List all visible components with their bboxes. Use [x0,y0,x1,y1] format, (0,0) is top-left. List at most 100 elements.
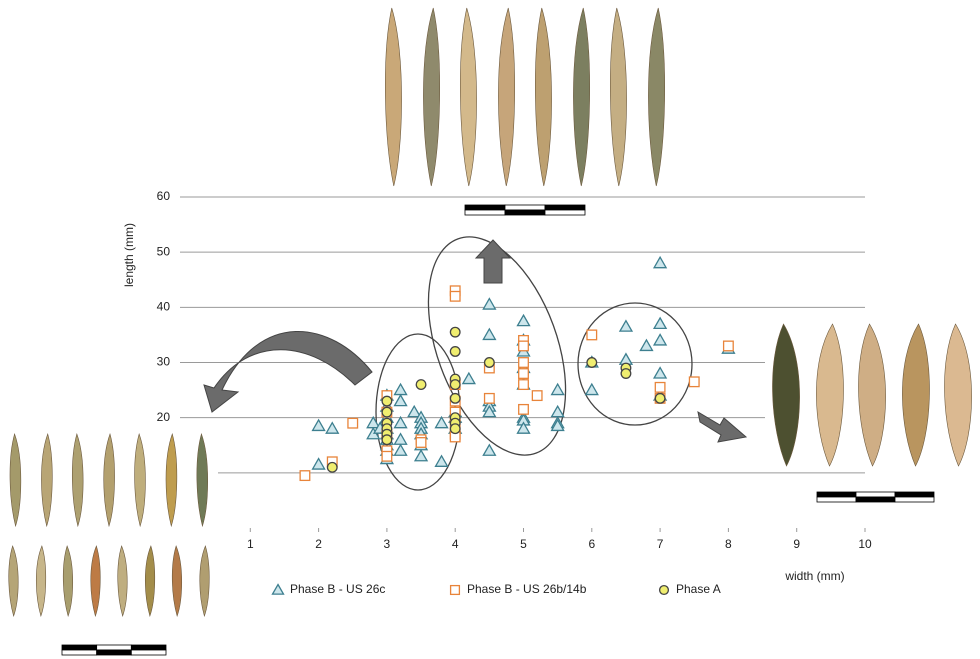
triangle-marker [395,395,407,406]
x-tick-label: 2 [315,537,322,551]
triangle-marker [483,445,495,456]
scale-bar [62,650,97,655]
x-tick-label: 5 [520,537,527,551]
arrow [476,240,510,283]
x-axis-label: width (mm) [784,569,844,583]
triangle-marker [518,315,530,326]
square-marker [519,341,529,351]
square-marker [416,438,426,448]
circle-marker [660,586,669,595]
triangle-marker [654,318,666,329]
y-tick-label: 30 [157,355,171,369]
x-tick-label: 10 [858,537,872,551]
triangle-marker [654,257,666,268]
triangle-marker [313,420,325,431]
arrow [204,331,372,412]
x-tick-label: 7 [657,537,664,551]
triangle-marker [654,334,666,345]
triangle-marker [640,340,652,351]
x-tick-label: 4 [452,537,459,551]
x-tick-label: 3 [384,537,391,551]
circle-marker [382,407,392,417]
triangle-marker [620,321,632,332]
circle-marker [450,327,460,337]
scale-bar [62,645,97,650]
square-marker [532,391,542,401]
triangle-marker [552,384,564,395]
scale-bar [817,492,856,497]
square-marker [300,471,310,481]
x-tick-label: 1 [247,537,254,551]
circle-marker [382,396,392,406]
circle-marker [450,347,460,357]
y-tick-label: 50 [157,244,171,258]
triangle-marker [436,417,448,428]
circle-marker [587,358,597,368]
square-marker [519,380,529,390]
scale-bar [856,492,895,497]
scale-bar [465,210,505,215]
triangle-marker [273,585,284,595]
triangle-marker [415,450,427,461]
square-marker [689,377,699,387]
circle-marker [382,435,392,445]
square-marker [519,369,529,379]
triangle-marker [395,445,407,456]
scale-bar [97,650,132,655]
scale-bar [895,497,934,502]
circle-marker [485,358,495,368]
scale-bar [97,645,132,650]
triangle-marker [326,423,338,434]
scale-bar [505,210,545,215]
triangle-marker [483,299,495,310]
circle-marker [655,394,665,404]
scale-bar [131,650,166,655]
scale-bar [545,205,585,210]
square-marker [450,292,460,302]
triangle-marker [586,384,598,395]
circle-marker [450,424,460,434]
circle-marker [621,369,631,379]
square-marker [382,451,392,461]
scale-bar [895,492,934,497]
square-marker [587,330,597,340]
triangle-marker [436,456,448,467]
legend-label: Phase A [676,582,721,596]
y-tick-label: 20 [157,410,171,424]
y-axis-label: length (mm) [122,223,136,287]
triangle-marker [395,384,407,395]
scale-bar [817,497,856,502]
chart: 10203040506012345678910 length (mm) widt… [0,0,980,659]
photo-background [0,542,218,620]
photo-background [375,4,675,190]
legend-label: Phase B - US 26c [290,582,385,596]
scale-bar [505,205,545,210]
circle-marker [416,380,426,390]
x-tick-label: 9 [793,537,800,551]
triangle-marker [483,329,495,340]
square-marker [519,358,529,368]
arrow [698,412,746,442]
plot-area: 10203040506012345678910 [157,189,872,551]
triangle-marker [552,406,564,417]
legend-label: Phase B - US 26b/14b [467,582,587,596]
triangle-marker [395,434,407,445]
circle-marker [450,380,460,390]
square-marker [655,383,665,393]
scale-bar [856,497,895,502]
triangle-marker [463,373,475,384]
scale-bar [545,210,585,215]
circle-marker [327,463,337,473]
square-marker [451,586,460,595]
scale-bar [131,645,166,650]
square-marker [724,341,734,351]
square-marker [485,394,495,404]
y-tick-label: 40 [157,300,171,314]
y-tick-label: 60 [157,189,171,203]
triangle-marker [654,368,666,379]
scale-bar [465,205,505,210]
x-tick-label: 6 [588,537,595,551]
square-marker [348,418,358,428]
square-marker [519,405,529,415]
triangle-marker [395,417,407,428]
